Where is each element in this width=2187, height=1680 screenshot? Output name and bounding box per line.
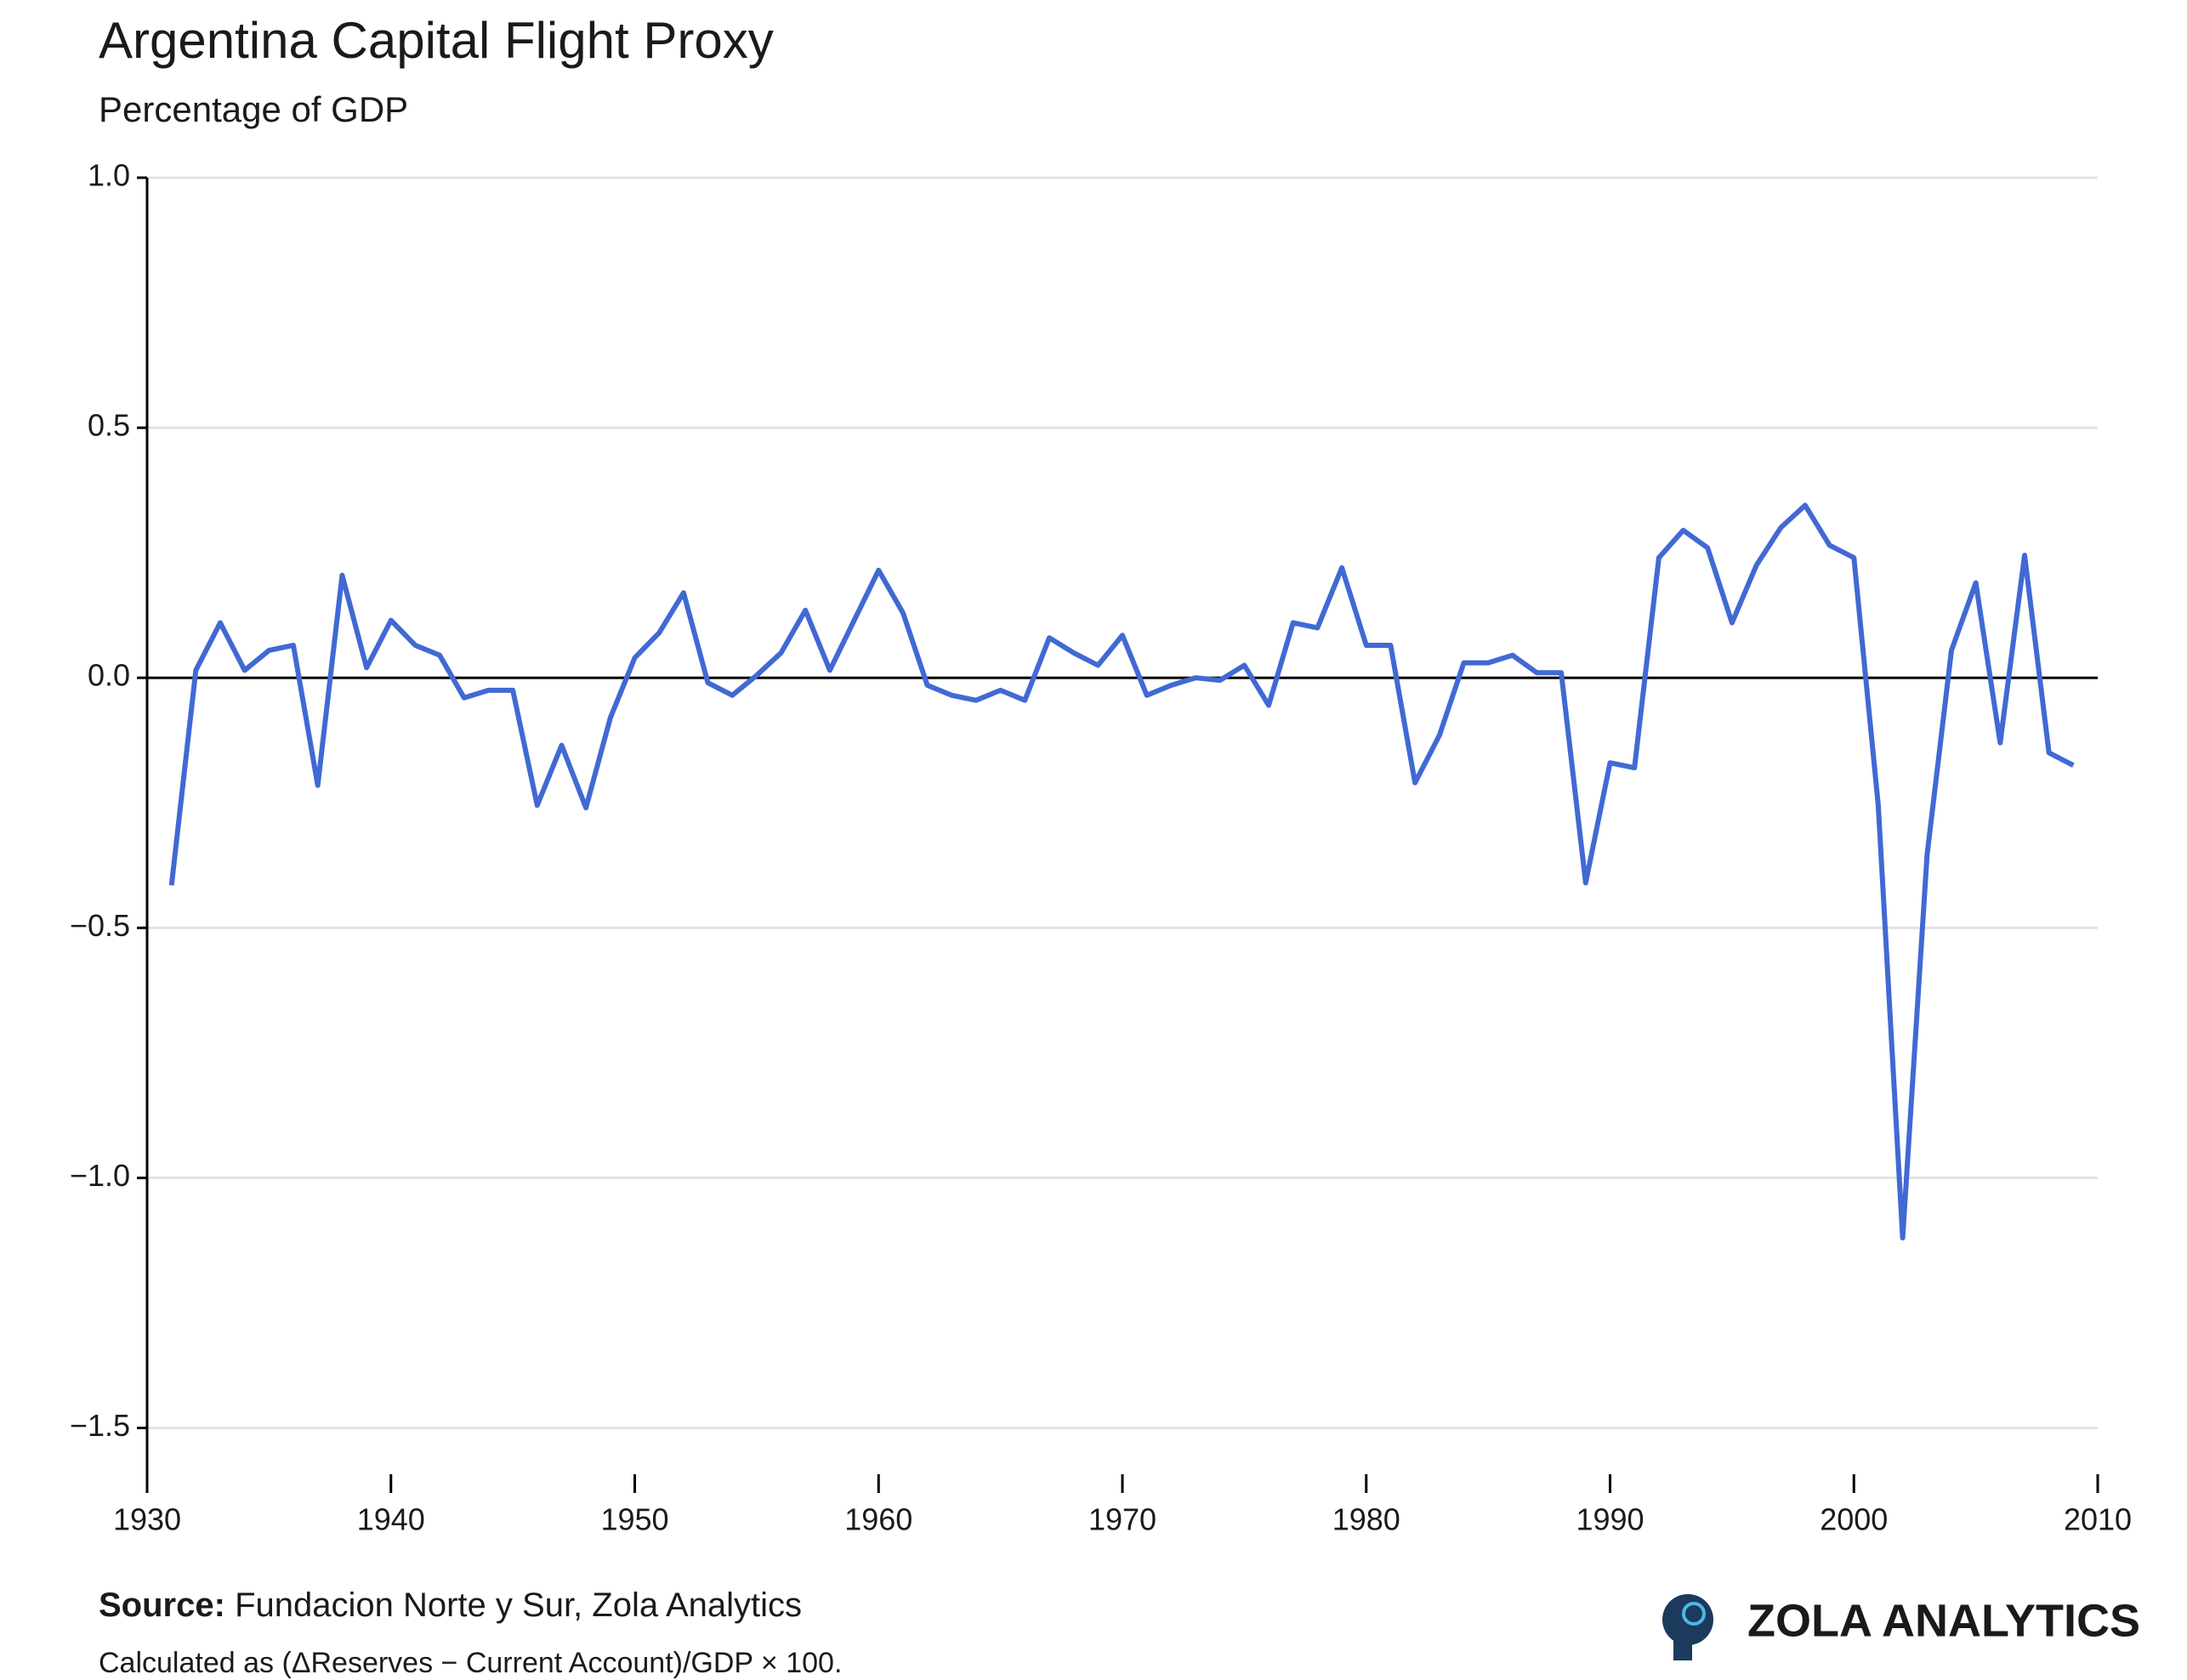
source-label: Source: — [99, 1586, 225, 1624]
source-text: Fundacion Norte y Sur, Zola Analytics — [235, 1586, 802, 1624]
y-tick-label: 0.0 — [88, 658, 130, 693]
x-tick-label: 1950 — [600, 1502, 668, 1537]
y-tick-label: −1.0 — [70, 1158, 130, 1193]
chart-title: Argentina Capital Flight Proxy — [99, 12, 774, 69]
x-tick-label: 1960 — [844, 1502, 912, 1537]
x-tick-label: 1930 — [113, 1502, 181, 1537]
y-tick-label: 1.0 — [88, 158, 130, 193]
x-tick-label: 1940 — [357, 1502, 425, 1537]
y-tick-label: 0.5 — [88, 408, 130, 443]
chart-subtitle: Percentage of GDP — [99, 89, 408, 129]
source: Source: Fundacion Norte y Sur, Zola Anal… — [99, 1586, 802, 1624]
x-tick-label: 1990 — [1576, 1502, 1644, 1537]
x-tick-label: 2000 — [1820, 1502, 1888, 1537]
note: Calculated as (ΔReserves − Current Accou… — [99, 1647, 842, 1679]
logo-icon — [1662, 1594, 1713, 1660]
x-tick-label: 2010 — [2064, 1502, 2132, 1537]
y-tick-label: −1.5 — [70, 1408, 130, 1443]
brand: ZOLA ANALYTICS — [1747, 1595, 2140, 1646]
x-tick-label: 1980 — [1332, 1502, 1400, 1537]
data-line — [168, 502, 2075, 1240]
y-tick-label: −0.5 — [70, 908, 130, 943]
x-tick-label: 1970 — [1088, 1502, 1156, 1537]
